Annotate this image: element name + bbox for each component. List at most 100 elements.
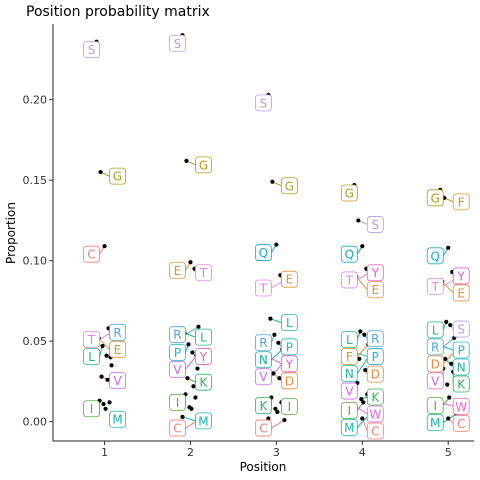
label-box [169, 326, 186, 344]
label-text: L [88, 350, 95, 364]
point-Q [274, 242, 279, 247]
label-text: E [372, 283, 380, 297]
label-text: K [200, 376, 209, 390]
label-box [254, 244, 272, 261]
label-box [254, 279, 272, 297]
label-V: V [426, 372, 444, 390]
label-box [452, 320, 470, 338]
label-Y: Y [452, 267, 470, 285]
label-text: C [371, 425, 379, 439]
label-leader [271, 348, 283, 361]
label-box [340, 418, 358, 436]
label-text: P [174, 346, 181, 360]
label-leader [271, 419, 285, 429]
label-text: D [285, 374, 294, 388]
point-Q [360, 244, 365, 249]
label-text: T [345, 273, 354, 287]
label-G: G [109, 167, 126, 185]
label-V: V [109, 372, 126, 389]
label-box [169, 360, 186, 378]
label-box [254, 351, 272, 369]
label-box [452, 397, 470, 415]
label-P: P [169, 343, 186, 361]
label-box [169, 261, 186, 279]
label-box [340, 271, 358, 289]
label-text: R [371, 332, 379, 346]
label-Y: Y [280, 355, 298, 373]
label-box [426, 414, 444, 431]
label-leader [356, 344, 369, 357]
label-box [426, 397, 444, 414]
label-box [366, 330, 384, 348]
label-G: G [195, 156, 212, 174]
label-K: K [195, 373, 212, 391]
label-T: T [340, 271, 358, 289]
label-box [83, 245, 100, 263]
point-E [188, 260, 193, 265]
label-text: W [455, 400, 467, 414]
point-L [444, 319, 449, 324]
x-tick-label: 2 [187, 446, 194, 459]
point-I [447, 395, 452, 400]
label-box [366, 365, 384, 383]
label-text: M [112, 413, 122, 427]
point-C [102, 244, 107, 249]
label-text: G [345, 187, 354, 201]
label-L: L [83, 348, 100, 365]
label-box [366, 348, 384, 365]
label-R: R [109, 323, 126, 341]
label-box [452, 358, 470, 376]
label-box [452, 414, 470, 432]
label-leader [361, 418, 368, 432]
label-box [280, 314, 298, 332]
label-box [280, 355, 298, 373]
label-text: L [200, 331, 207, 345]
label-text: Q [345, 248, 354, 262]
label-box [366, 216, 384, 233]
label-L: L [340, 331, 358, 348]
label-T: T [195, 264, 212, 282]
point-H [273, 406, 278, 411]
label-text: P [372, 350, 379, 364]
label-text: G [285, 179, 294, 193]
label-P: P [280, 338, 298, 356]
point-C [360, 416, 365, 421]
label-box [366, 388, 384, 406]
point-D [191, 384, 196, 389]
point-Y [190, 350, 195, 355]
point-L [100, 343, 105, 349]
label-leader [441, 281, 454, 294]
label-N: N [452, 358, 470, 376]
label-box [83, 400, 100, 418]
label-text: Y [199, 350, 208, 364]
label-text: N [457, 361, 466, 375]
label-text: I [288, 400, 292, 414]
label-C: C [83, 245, 100, 263]
point-C [446, 416, 451, 421]
axes: 0.00 0.05 0.10 0.15 0.20 1 2 3 4 5 [23, 24, 474, 459]
point-D [105, 377, 110, 382]
label-box [340, 382, 358, 400]
label-text: P [286, 340, 293, 354]
label-Q: Q [340, 245, 358, 263]
label-text: C [173, 422, 181, 436]
label-text: I [348, 404, 352, 418]
label-I: I [340, 401, 358, 419]
label-text: T [199, 266, 208, 280]
label-text: S [457, 323, 465, 337]
label-text: V [113, 374, 122, 388]
label-Q: Q [426, 247, 444, 265]
label-text: I [176, 396, 180, 410]
label-box [340, 401, 358, 419]
label-text: W [369, 408, 381, 422]
label-text: D [371, 368, 380, 382]
label-T: T [83, 331, 100, 348]
point-M [180, 414, 185, 419]
label-text: R [431, 340, 439, 354]
point-H [445, 382, 450, 387]
label-box [280, 177, 298, 195]
label-box [426, 277, 444, 295]
label-text: Q [259, 246, 268, 260]
point-D [271, 371, 276, 376]
